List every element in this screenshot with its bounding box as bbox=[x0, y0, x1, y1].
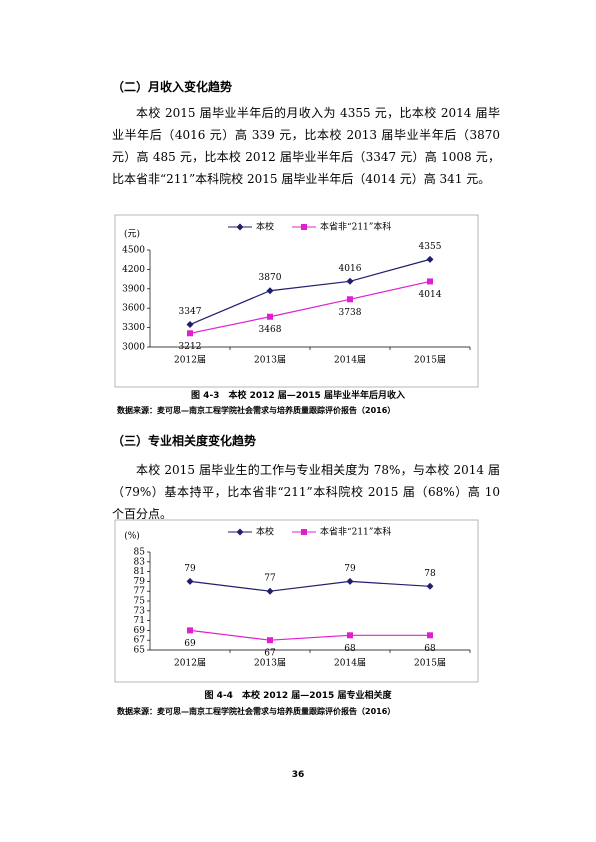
x-tick-label: 2013届 bbox=[254, 355, 286, 366]
y-tick-label: 3000 bbox=[122, 343, 145, 353]
data-label: 79 bbox=[344, 564, 356, 574]
legend-label: 本省非“211”本科 bbox=[320, 526, 391, 538]
legend-marker bbox=[236, 223, 244, 231]
marker bbox=[187, 330, 193, 337]
y-axis-label: (元) bbox=[124, 229, 140, 240]
data-label: 4355 bbox=[419, 242, 442, 252]
data-label: 3738 bbox=[339, 308, 362, 318]
data-label: 68 bbox=[344, 644, 356, 654]
marker bbox=[266, 287, 274, 295]
x-tick-label: 2014届 bbox=[334, 658, 366, 669]
y-axis-label: (%) bbox=[124, 531, 140, 542]
marker bbox=[186, 577, 194, 585]
data-label: 69 bbox=[184, 639, 196, 649]
data-label: 67 bbox=[264, 649, 276, 659]
legend-label: 本校 bbox=[256, 526, 274, 538]
paragraph: 本校 2015 届毕业生的工作与专业相关度为 78%，与本校 2014 届（79… bbox=[112, 463, 500, 521]
x-tick-label: 2012届 bbox=[174, 658, 206, 669]
series-line bbox=[189, 258, 431, 326]
page-number: 36 bbox=[291, 770, 305, 780]
legend-label: 本省非“211”本科 bbox=[320, 221, 391, 233]
y-tick-label: 4200 bbox=[122, 265, 145, 275]
heading: （二）月收入变化趋势 bbox=[112, 80, 233, 94]
chart-frame bbox=[114, 519, 479, 683]
series-line bbox=[189, 629, 430, 641]
x-tick-label: 2012届 bbox=[174, 355, 206, 366]
heading: （三）专业相关度变化趋势 bbox=[112, 434, 257, 448]
data-label: 3212 bbox=[179, 342, 202, 352]
y-tick-label: 67 bbox=[134, 636, 146, 646]
y-tick-label: 69 bbox=[134, 626, 146, 636]
caption: 图 4-3 本校 2012 届—2015 届毕业半年后月收入 bbox=[191, 391, 405, 401]
data-label: 3468 bbox=[259, 325, 282, 335]
data-label: 78 bbox=[424, 569, 436, 579]
source: 数据来源：麦可思—南京工程学院社会需求与培养质量跟踪评价报告（2016） bbox=[117, 406, 396, 415]
y-tick-label: 4500 bbox=[122, 246, 145, 256]
y-tick-label: 65 bbox=[134, 646, 146, 656]
x-tick-label: 2015届 bbox=[414, 355, 446, 366]
y-tick-label: 3600 bbox=[122, 304, 145, 314]
marker bbox=[346, 577, 354, 585]
x-tick-label: 2015届 bbox=[414, 658, 446, 669]
legend-marker bbox=[301, 224, 307, 230]
y-tick-label: 79 bbox=[134, 577, 146, 587]
y-tick-label: 85 bbox=[134, 548, 146, 558]
y-tick-label: 77 bbox=[134, 587, 146, 597]
data-label: 77 bbox=[264, 574, 276, 584]
y-tick-label: 75 bbox=[134, 597, 146, 607]
marker bbox=[346, 277, 354, 285]
legend-label: 本校 bbox=[256, 221, 274, 233]
marker bbox=[347, 632, 353, 639]
marker bbox=[266, 587, 274, 595]
series-line bbox=[189, 280, 431, 334]
data-label: 68 bbox=[424, 644, 436, 654]
marker bbox=[267, 637, 273, 644]
marker bbox=[427, 278, 433, 285]
x-tick-label: 2013届 bbox=[254, 658, 286, 669]
y-tick-label: 3900 bbox=[122, 284, 145, 294]
source: 数据来源：麦可思—南京工程学院社会需求与培养质量跟踪评价报告（2016） bbox=[117, 707, 396, 716]
y-tick-label: 83 bbox=[134, 557, 146, 567]
legend-marker bbox=[301, 529, 307, 535]
series-line bbox=[189, 580, 431, 592]
data-label: 3347 bbox=[179, 307, 202, 317]
data-label: 4014 bbox=[419, 290, 442, 300]
marker bbox=[426, 582, 434, 590]
data-label: 79 bbox=[184, 564, 196, 574]
marker bbox=[347, 296, 353, 303]
x-tick-label: 2014届 bbox=[334, 355, 366, 366]
y-tick-label: 3300 bbox=[122, 323, 145, 333]
data-label: 4016 bbox=[339, 264, 362, 274]
marker bbox=[427, 632, 433, 639]
legend-marker bbox=[236, 528, 244, 536]
marker bbox=[267, 313, 273, 320]
y-tick-label: 73 bbox=[134, 606, 146, 616]
marker bbox=[186, 321, 194, 329]
y-tick-label: 71 bbox=[134, 616, 145, 626]
data-label: 3870 bbox=[259, 273, 282, 283]
marker bbox=[426, 255, 434, 263]
caption: 图 4-4 本校 2012 届—2015 届专业相关度 bbox=[204, 691, 392, 701]
y-tick-label: 81 bbox=[134, 567, 145, 577]
chart-frame bbox=[114, 214, 479, 388]
marker bbox=[187, 627, 193, 634]
paragraph: 本校 2015 届毕业半年后的月收入为 4355 元，比本校 2014 届毕业半… bbox=[112, 106, 500, 186]
